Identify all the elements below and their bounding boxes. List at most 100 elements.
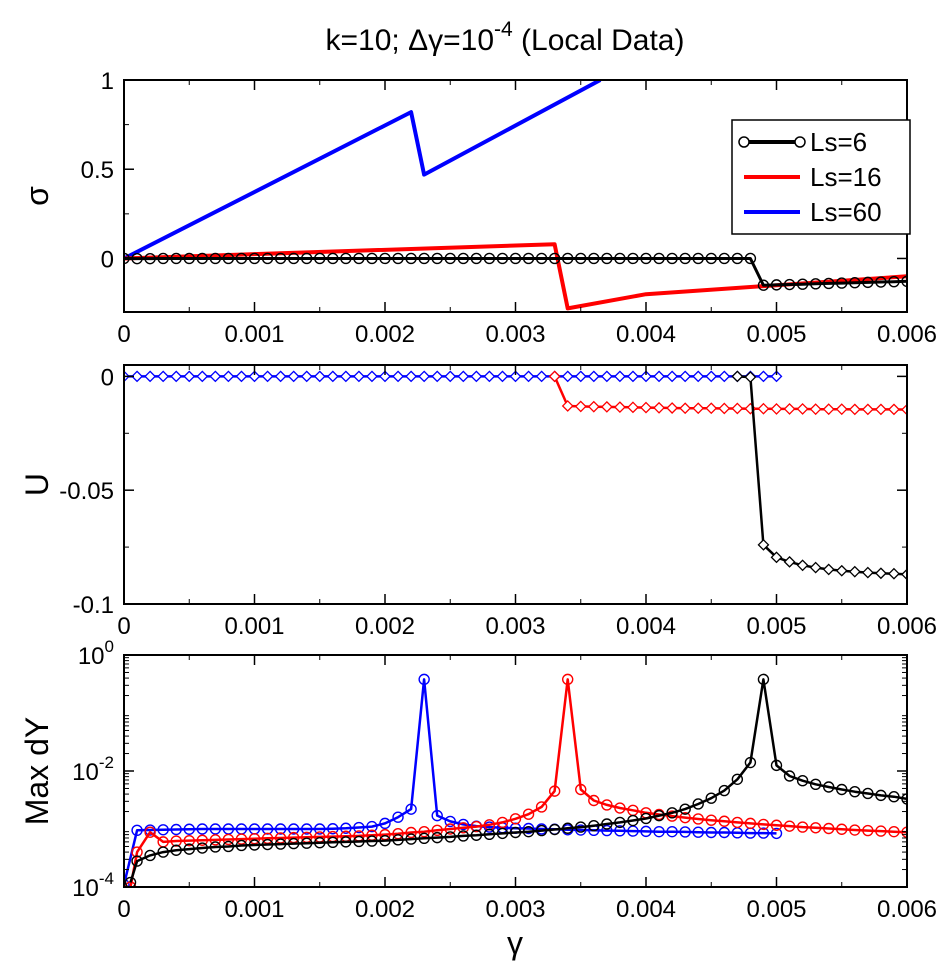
maxdy-point-1-6 [196, 834, 209, 846]
energy-y-axis-title: U [19, 473, 55, 496]
maxdy-series-group [124, 673, 907, 887]
maxdy-point-2-26 [457, 830, 469, 842]
maxdy-point-0-17 [340, 822, 352, 834]
energy-x-tick-label-2: 0.002 [355, 613, 415, 640]
maxdy-point-2-42 [666, 807, 678, 819]
maxdy-point-1-58 [875, 825, 887, 837]
sigma-point-2-9 [235, 252, 248, 265]
energy-point-2-7 [822, 563, 835, 576]
maxdy-point-2-36 [588, 819, 600, 832]
maxdy-point-2-29 [496, 827, 509, 840]
maxdy-point-2-45 [705, 792, 717, 804]
energy-point-0-36 [587, 370, 600, 383]
sigma-x-tick-label-1: 0.001 [224, 321, 284, 348]
maxdy-point-2-19 [366, 835, 378, 847]
maxdy-y-tick-base-2: 10 [72, 875, 99, 902]
sigma-point-2-26 [457, 252, 469, 265]
maxdy-point-1-52 [796, 821, 809, 833]
maxdy-point-1-7 [209, 834, 222, 846]
maxdy-point-2-3 [157, 846, 169, 858]
energy-point-1-18 [783, 403, 796, 415]
sigma-point-2-48 [744, 252, 757, 265]
maxdy-point-1-25 [444, 823, 456, 835]
energy-point-0-3 [157, 370, 170, 383]
maxdy-y-tick-exp-2: -4 [99, 869, 114, 888]
energy-point-0-16 [326, 370, 339, 383]
sigma-point-2-21 [392, 252, 404, 265]
energy-point-0-9 [235, 370, 248, 383]
maxdy-point-0-14 [301, 823, 313, 835]
maxdy-point-1-34 [562, 673, 574, 686]
maxdy-point-0-24 [431, 809, 443, 822]
maxdy-point-1-3 [157, 836, 169, 848]
energy-point-1-19 [796, 403, 809, 415]
maxdy-point-1-24 [431, 824, 443, 836]
maxdy-point-2-57 [862, 787, 874, 800]
maxdy-point-2-47 [731, 773, 744, 785]
maxdy-point-0-8 [222, 823, 235, 835]
energy-point-0-22 [405, 370, 418, 383]
sigma-point-2-36 [588, 252, 600, 265]
legend-label-0: Ls=6 [810, 127, 867, 157]
energy-series-group [124, 370, 907, 581]
maxdy-point-2-22 [405, 833, 417, 845]
maxdy-point-2-38 [614, 816, 626, 829]
energy-point-0-21 [392, 370, 404, 383]
energy-point-2-5 [796, 559, 809, 572]
sigma-point-2-32 [535, 252, 548, 265]
sigma-point-2-43 [679, 252, 691, 265]
maxdy-point-2-53 [809, 778, 822, 790]
energy-point-1-10 [679, 402, 692, 415]
maxdy-point-2-58 [875, 789, 887, 802]
energy-point-0-44 [692, 370, 705, 383]
energy-point-0-5 [183, 370, 196, 383]
maxdy-point-2-6 [196, 842, 209, 854]
energy-point-2-0 [731, 370, 744, 383]
maxdy-point-0-9 [235, 823, 248, 835]
maxdy-point-0-10 [248, 823, 261, 835]
maxdy-point-0-7 [209, 823, 222, 835]
maxdy-point-1-26 [457, 822, 469, 834]
maxdy-point-0-35 [575, 824, 587, 836]
maxdy-point-1-27 [470, 820, 483, 833]
sigma-point-2-60 [901, 275, 907, 288]
energy-point-0-35 [574, 370, 587, 383]
energy-plot-frame [123, 364, 908, 605]
maxdy-y-tick-base-0: 10 [78, 643, 105, 670]
energy-point-1-21 [822, 403, 835, 416]
sigma-point-2-42 [666, 252, 678, 265]
maxdy-x-tick-label-3: 0.003 [485, 896, 545, 923]
energy-point-1-16 [757, 402, 770, 415]
maxdy-point-0-48 [744, 827, 757, 839]
maxdy-point-1-10 [248, 833, 261, 845]
legend: Ls=6 Ls=16 Ls=60 [731, 119, 911, 235]
energy-point-0-43 [679, 370, 692, 383]
maxdy-y-tick-label-2: 10-4 [72, 869, 114, 902]
sigma-series-group [124, 80, 907, 311]
maxdy-point-1-36 [588, 794, 600, 807]
sigma-point-2-55 [836, 277, 848, 289]
maxdy-point-1-28 [483, 819, 496, 831]
sigma-y-tick-label-1: 0.5 [81, 157, 114, 184]
sigma-point-2-41 [653, 252, 665, 265]
sigma-point-2-46 [718, 252, 730, 265]
sigma-point-2-40 [640, 252, 652, 265]
sigma-point-2-18 [353, 252, 365, 265]
energy-point-0-6 [196, 370, 209, 383]
maxdy-point-0-12 [274, 823, 287, 835]
maxdy-point-0-23 [418, 673, 430, 686]
legend-label-2: Ls=60 [810, 197, 882, 227]
maxdy-point-2-2 [144, 849, 156, 862]
maxdy-point-1-53 [809, 822, 822, 834]
maxdy-point-2-41 [653, 809, 665, 822]
sigma-panel: 0 0.001 0.002 0.003 0.004 0.005 0.006 1 0.5 0 σ [19, 68, 937, 348]
energy-point-0-39 [627, 370, 639, 383]
maxdy-point-2-11 [261, 838, 274, 851]
sigma-point-2-6 [196, 252, 209, 265]
maxdy-point-0-19 [366, 820, 378, 833]
energy-point-0-45 [705, 370, 718, 383]
maxdy-point-0-44 [692, 826, 704, 838]
sigma-series-line-2 [124, 257, 907, 287]
maxdy-point-1-56 [849, 824, 861, 836]
energy-point-0-10 [248, 370, 261, 383]
